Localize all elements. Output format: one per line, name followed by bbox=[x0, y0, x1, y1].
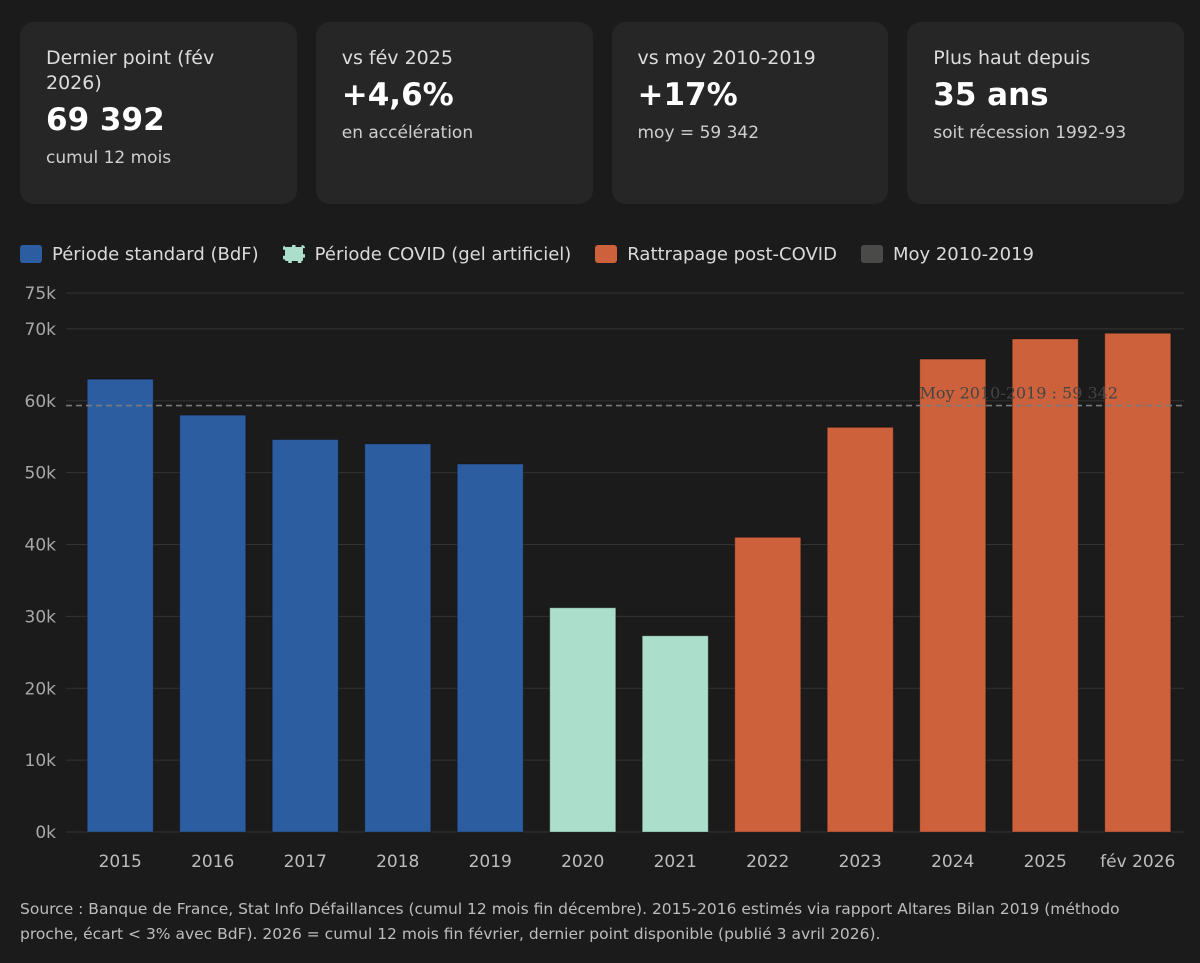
legend-item-standard[interactable]: Période standard (BdF) bbox=[20, 244, 259, 265]
legend-item-average[interactable]: Moy 2010-2019 bbox=[860, 243, 1034, 265]
kpi-card-label: Dernier point (fév 2026) bbox=[46, 47, 215, 94]
kpi-card-highest-since: Plus haut depuis 35 ans soit récession 1… bbox=[907, 22, 1184, 204]
kpi-cards: Dernier point (fév 2026) 69 392 cumul 12… bbox=[20, 22, 1184, 204]
x-tick-label: 2017 bbox=[284, 852, 327, 872]
bar-2016 bbox=[179, 414, 247, 833]
y-tick-label: 70k bbox=[25, 320, 57, 340]
bar-2017 bbox=[271, 439, 339, 833]
bar-2018 bbox=[364, 443, 432, 833]
x-tick-label: 2021 bbox=[654, 852, 697, 872]
bar-fév-2026 bbox=[1104, 332, 1172, 833]
kpi-card-value: 69 392 bbox=[46, 102, 165, 138]
kpi-card-label: vs moy 2010-2019 bbox=[637, 47, 816, 69]
legend-swatch-covid bbox=[282, 245, 305, 263]
legend-item-covid[interactable]: Période COVID (gel artificiel) bbox=[282, 243, 572, 265]
kpi-card-label: vs fév 2025 bbox=[341, 47, 453, 69]
average-reference-label: Moy 2010-2019 : 59 342 bbox=[919, 384, 1118, 403]
legend-swatch-standard bbox=[20, 245, 42, 263]
source-note: Source : Banque de France, Stat Info Déf… bbox=[20, 900, 1120, 943]
kpi-card-sub: soit récession 1992-93 bbox=[933, 123, 1127, 143]
kpi-card-last-point: Dernier point (fév 2026) 69 392 cumul 12… bbox=[20, 22, 297, 204]
legend-label: Période COVID (gel artificiel) bbox=[314, 243, 572, 265]
kpi-card-vs-feb-2025: vs fév 2025 +4,6% en accélération bbox=[315, 22, 593, 204]
bar-2025 bbox=[1011, 338, 1079, 833]
x-tick-label: fév 2026 bbox=[1100, 852, 1175, 872]
kpi-card-value: +4,6% bbox=[341, 77, 454, 113]
bar-2024 bbox=[919, 358, 987, 833]
y-tick-label: 10k bbox=[25, 751, 57, 771]
y-tick-label: 0k bbox=[35, 823, 56, 843]
x-tick-label: 2016 bbox=[191, 852, 234, 872]
x-tick-label: 2022 bbox=[746, 852, 789, 872]
legend-swatch-post-covid bbox=[595, 245, 618, 263]
x-tick-label: 2019 bbox=[469, 852, 512, 872]
x-tick-label: 2018 bbox=[376, 852, 419, 872]
x-tick-label: 2015 bbox=[99, 852, 142, 872]
y-tick-label: 75k bbox=[25, 284, 57, 304]
kpi-card-value: +17% bbox=[637, 77, 738, 113]
chart-legend: Période standard (BdF) Période COVID (ge… bbox=[20, 240, 1058, 268]
bar-2023 bbox=[826, 426, 894, 833]
legend-label: Période standard (BdF) bbox=[52, 243, 259, 265]
y-tick-label: 40k bbox=[25, 536, 57, 556]
x-tick-label: 2020 bbox=[561, 852, 604, 872]
bar-chart: 0k 10k 20k 30k 40k 50k 60k 70k 75k 2015 2016 2017 20… bbox=[25, 284, 1184, 872]
x-tick-label: 2023 bbox=[839, 852, 882, 872]
y-tick-label: 60k bbox=[25, 392, 57, 412]
y-tick-label: 50k bbox=[25, 464, 57, 484]
bar-2022 bbox=[734, 536, 802, 833]
y-tick-label: 30k bbox=[25, 607, 57, 627]
kpi-card-vs-average: vs moy 2010-2019 +17% moy = 59 342 bbox=[611, 22, 889, 204]
kpi-card-label: Plus haut depuis bbox=[933, 47, 1091, 69]
legend-swatch-average bbox=[860, 245, 883, 263]
bar-2020 bbox=[549, 607, 617, 833]
kpi-card-sub: cumul 12 mois bbox=[46, 148, 172, 168]
kpi-card-sub: en accélération bbox=[341, 123, 474, 143]
bar-2015 bbox=[86, 378, 154, 833]
bar-2019 bbox=[456, 463, 524, 833]
x-tick-label: 2024 bbox=[931, 852, 974, 872]
legend-item-post-covid[interactable]: Rattrapage post-COVID bbox=[595, 244, 837, 265]
bar-2021 bbox=[641, 635, 709, 833]
x-tick-label: 2025 bbox=[1024, 852, 1067, 872]
kpi-card-value: 35 ans bbox=[933, 77, 1049, 113]
y-tick-label: 20k bbox=[25, 679, 57, 699]
kpi-card-sub: moy = 59 342 bbox=[637, 123, 760, 143]
legend-label: Moy 2010-2019 bbox=[892, 243, 1034, 265]
legend-label: Rattrapage post-COVID bbox=[627, 243, 837, 265]
